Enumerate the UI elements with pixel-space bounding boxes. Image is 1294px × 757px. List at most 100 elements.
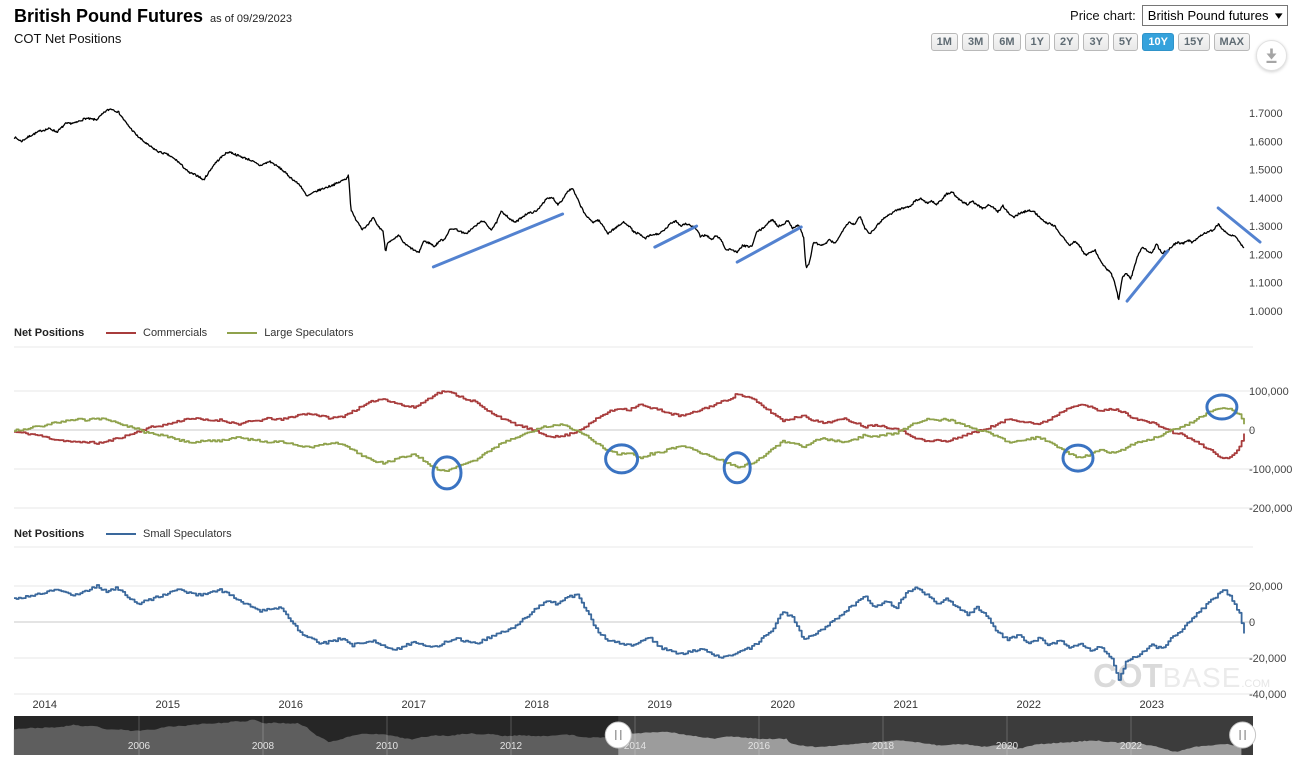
series-commercials (14, 390, 1245, 460)
download-button[interactable] (1256, 40, 1287, 71)
navigator-mask (14, 716, 619, 755)
y-axis-label: -40,000 (1249, 689, 1286, 701)
price-pane (13, 86, 1245, 320)
highlight-circle-annotation (431, 455, 463, 491)
small-spec-axis: 20,000 0 -20,000 -40,000 (14, 581, 1286, 701)
highlight-circle-annotation (604, 443, 640, 475)
navigator-year-label: 2014 (624, 741, 647, 752)
range-button-3m[interactable]: 3M (961, 33, 990, 51)
x-axis-year-label: 2019 (648, 699, 672, 711)
series-small-speculators (14, 584, 1245, 681)
trendline-annotation (431, 212, 565, 269)
navigator-year-label: 2016 (748, 741, 771, 752)
watermark-base: BASE (1163, 662, 1242, 694)
range-button-max[interactable]: MAX (1213, 33, 1250, 51)
small-speculators-line-swatch (106, 533, 136, 535)
y-axis-label: 1.2000 (1249, 249, 1283, 261)
y-axis-label: 100,000 (1249, 386, 1289, 398)
range-button-2y[interactable]: 2Y (1053, 33, 1080, 51)
navigator-year-label: 2020 (996, 741, 1019, 752)
y-axis-label: 1.4000 (1249, 193, 1283, 205)
y-axis-label: 1.3000 (1249, 221, 1283, 233)
trendline-annotation (653, 224, 699, 249)
circle-annotations (431, 393, 1239, 491)
x-axis-year-label: 2014 (33, 699, 57, 711)
x-axis-year-label: 2016 (279, 699, 303, 711)
series-large-speculators (14, 407, 1245, 472)
cotbase-watermark: COTBASE.COM (1093, 657, 1270, 695)
legend-title: Net Positions (14, 327, 85, 339)
trendline-annotation (1216, 206, 1262, 244)
y-axis-label: 0 (1249, 617, 1255, 629)
price-axis: 1.7000 1.6000 1.5000 1.4000 1.3000 1.2000 1.10… (1249, 108, 1283, 318)
legend-item-commercials: Commercials (106, 327, 207, 339)
y-axis-label: 1.7000 (1249, 108, 1283, 120)
x-axis: 2014 2015 2016 2017 2018 2019 2020 2021 2022 2023 (33, 699, 1164, 711)
download-icon (1266, 48, 1277, 63)
as-of-date: as of 09/29/2023 (210, 13, 292, 25)
y-axis-label: -200,000 (1249, 503, 1292, 515)
range-button-5y[interactable]: 5Y (1112, 33, 1139, 51)
x-axis-year-label: 2018 (525, 699, 549, 711)
highlight-circle-annotation (1061, 443, 1095, 473)
price-chart-selector-row: Price chart: British Pound futures ▾ (1070, 5, 1288, 26)
price-chart-select-label: Price chart: (1070, 8, 1136, 23)
cot-chart-legend: Net Positions Commercials Large Speculat… (14, 326, 373, 340)
navigator-year-label: 2022 (1120, 741, 1143, 752)
highlight-circle-annotation (722, 451, 752, 485)
navigator-handle-right[interactable] (1229, 721, 1257, 749)
watermark-com: .COM (1241, 678, 1271, 690)
page-title: British Pound Futures (14, 6, 203, 26)
chevron-down-icon: ▾ (1275, 10, 1284, 22)
series-british-pound-futures (13, 108, 1245, 301)
cot-net-pane (14, 351, 1245, 516)
small-spec-plot-area[interactable] (14, 551, 1244, 706)
range-button-6m[interactable]: 6M (993, 33, 1021, 51)
y-axis-label: 20,000 (1249, 581, 1283, 593)
trendline-annotations (431, 206, 1262, 303)
price-plot-area[interactable] (14, 86, 1244, 320)
price-chart-selected-option: British Pound futures (1147, 8, 1269, 23)
legend-item-small-speculators: Small Speculators (106, 528, 232, 540)
x-axis-year-label: 2023 (1140, 699, 1164, 711)
navigator-handle-left[interactable] (604, 721, 632, 749)
range-button-1y[interactable]: 1Y (1024, 33, 1050, 51)
y-axis-label: 1.5000 (1249, 165, 1283, 177)
price-chart-select[interactable]: British Pound futures ▾ (1141, 5, 1288, 26)
legend-label: Large Speculators (264, 327, 354, 339)
y-axis-label: 0 (1249, 425, 1255, 437)
navigator-year-label: 2018 (872, 741, 895, 752)
navigator-year-label: 2008 (252, 741, 275, 752)
x-axis-year-label: 2021 (894, 699, 918, 711)
large-speculators-line-swatch (227, 332, 258, 334)
legend-label: Small Speculators (143, 528, 232, 540)
cot-net-plot-area[interactable] (14, 351, 1244, 516)
x-axis-year-label: 2015 (156, 699, 180, 711)
range-button-10y[interactable]: 10Y (1142, 33, 1174, 51)
navigator-year-label: 2010 (376, 741, 399, 752)
x-axis-year-label: 2022 (1017, 699, 1041, 711)
y-axis-label: -20,000 (1249, 653, 1286, 665)
header: British Pound Futures as of 09/29/2023 (14, 6, 292, 27)
trendline-annotation (735, 225, 803, 264)
commercials-line-swatch (106, 332, 136, 334)
watermark-cot: COT (1093, 657, 1163, 695)
y-axis-label: -100,000 (1249, 464, 1292, 476)
navigator: 2006 2008 2010 2012 2014 2016 2018 2020 2022 (13, 716, 1257, 755)
legend-item-large-speculators: Large Speculators (227, 327, 353, 339)
small-spec-pane (14, 551, 1245, 706)
range-button-3y[interactable]: 3Y (1083, 33, 1109, 51)
page-subtitle: COT Net Positions (14, 31, 122, 46)
legend-label: Commercials (143, 327, 208, 339)
navigator-year-label: 2006 (128, 741, 151, 752)
y-axis-label: 1.0000 (1249, 306, 1283, 318)
x-axis-year-label: 2020 (771, 699, 795, 711)
x-axis-year-label: 2017 (402, 699, 426, 711)
y-axis-label: 1.6000 (1249, 136, 1283, 148)
navigator-year-label: 2012 (500, 741, 523, 752)
range-button-1m[interactable]: 1M (930, 33, 958, 51)
range-button-bar: 1M 3M 6M 1Y 2Y 3Y 5Y 10Y 15Y MAX (930, 33, 1250, 51)
range-button-15y[interactable]: 15Y (1177, 33, 1210, 51)
